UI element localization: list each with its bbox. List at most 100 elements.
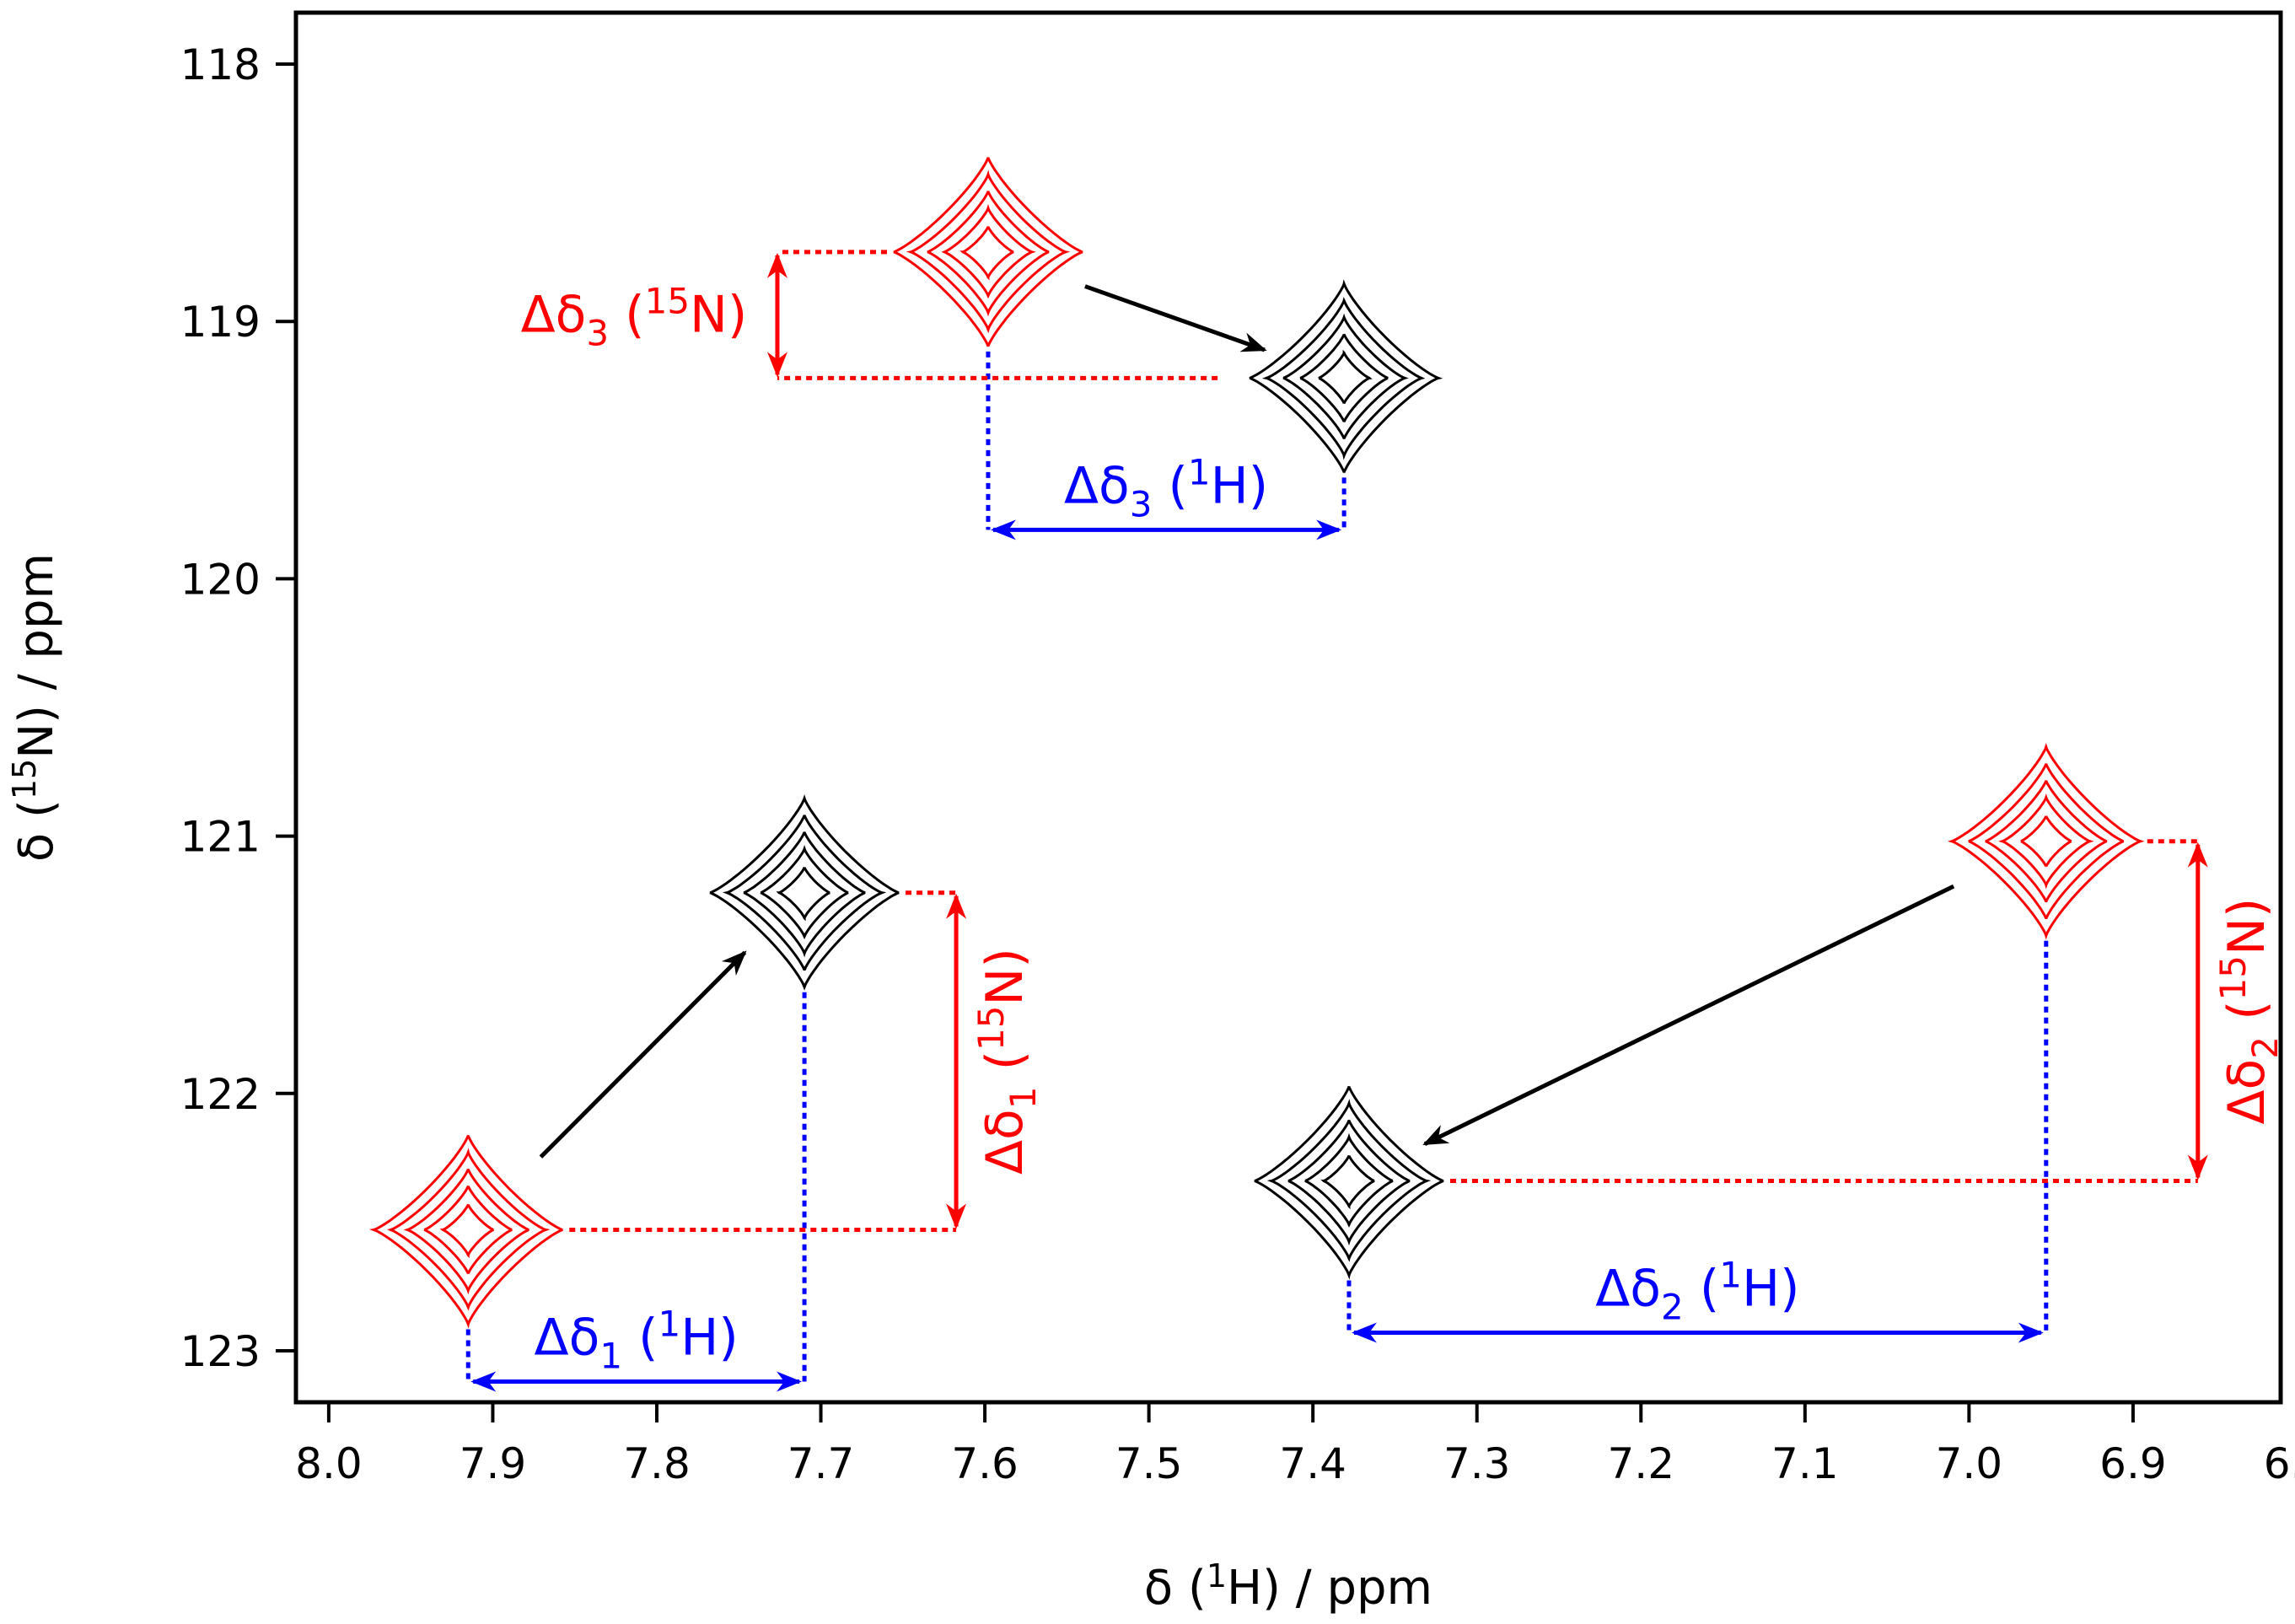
nitrogen-delta-label-2-part: 15 (2212, 955, 2254, 1000)
shifted-peak-1-contour (760, 844, 849, 940)
proton-delta-label-2-part: 2 (1661, 1287, 1684, 1328)
proton-delta-label-1-part: H) (680, 1309, 739, 1368)
proton-delta-label-1-part: Δδ (535, 1309, 600, 1368)
y-tick-label: 118 (180, 40, 261, 89)
shifted-peak-1-contour (743, 831, 866, 958)
nitrogen-delta-label-3: Δδ3 (15N) (521, 281, 748, 354)
proton-delta-label-2: Δδ2 (1H) (1595, 1255, 1799, 1328)
reference-peak-2-contour (2020, 815, 2072, 868)
x-tick-label: 6.9 (2099, 1439, 2167, 1488)
reference-peak-1-contour (403, 1169, 529, 1295)
y-tick-label: 122 (180, 1070, 261, 1119)
x-tick-label: 7.3 (1443, 1439, 1511, 1488)
nitrogen-delta-label-2-part: ( (2217, 1001, 2276, 1036)
nitrogen-delta-label-3-part: 15 (645, 281, 690, 322)
nitrogen-delta-label-1-part: ( (976, 1051, 1035, 1086)
x-tick-label: 7.0 (1936, 1439, 2003, 1488)
shifted-peak-3-contour (1318, 349, 1373, 405)
x-axis-title: δ (1H) / ppm (1144, 1557, 1432, 1616)
shifted-peak-2-contour (1304, 1132, 1394, 1228)
guide-lines (465, 250, 2198, 1382)
proton-delta-label-2-part: Δδ (1595, 1260, 1661, 1319)
x-tick-label: 7.6 (951, 1439, 1019, 1488)
shifted-peak-2 (1254, 1086, 1444, 1280)
proton-delta-label-2-part: ( (1684, 1260, 1719, 1319)
reference-peak-1-contour (369, 1135, 563, 1329)
x-tick-label: 7.4 (1279, 1439, 1346, 1488)
x-tick-label: 8.0 (295, 1439, 363, 1488)
shifted-peak-1-contour (776, 867, 830, 922)
shifted-peak-3-contour (1261, 297, 1426, 460)
nitrogen-delta-label-3-part: N) (690, 286, 747, 345)
nitrogen-delta-label-3-part: ( (609, 286, 644, 345)
plot-frame (293, 10, 2283, 1405)
reference-peak-3-contour (893, 157, 1083, 347)
reference-peak-2-contour (1998, 793, 2094, 890)
nitrogen-delta-label-2-part: Δδ (2217, 1059, 2276, 1125)
reference-peak-3-contour (941, 204, 1036, 299)
y-tick-label: 119 (180, 298, 261, 347)
nitrogen-delta-label-3-part: Δδ (521, 286, 587, 345)
x-tick-label: 7.1 (1771, 1439, 1839, 1488)
shift-arrow-3 (1084, 284, 1267, 352)
shifted-peak-3-contour (1299, 333, 1389, 422)
y-axis: 118 119 120 121 122 123 (180, 40, 296, 1376)
nitrogen-delta-label-2-part: 2 (2244, 1036, 2286, 1059)
x-axis: 8.0 7.9 7.8 7.7 7.6 7.5 7.4 7.3 7.2 7.1 7.0 6.9 6.8 (295, 1402, 2295, 1488)
shift-arrows (470, 252, 2208, 1392)
nitrogen-delta-label-2-part: N) (2217, 898, 2276, 955)
nitrogen-delta-label-1-part: 15 (970, 1006, 1012, 1051)
reference-peak-2-contour (1985, 780, 2108, 903)
y-tick-label: 123 (180, 1327, 261, 1376)
reference-peak-2 (1948, 742, 2145, 940)
nitrogen-delta-label-1: Δδ1 (15N) (970, 948, 1044, 1175)
proton-delta-label-3-part: 1 (1188, 451, 1211, 492)
proton-delta-label-3-part: 3 (1130, 483, 1153, 524)
proton-delta-label-1-part: 1 (599, 1336, 622, 1377)
proton-delta-label-1-part: 1 (658, 1304, 681, 1345)
shifted-peak-3 (1249, 279, 1443, 473)
y-axis-title: δ (15N) / ppm (6, 553, 64, 862)
nitrogen-delta-label-1-part: Δδ (976, 1109, 1035, 1175)
shifted-peak-2-contour (1287, 1120, 1411, 1246)
reference-peak-1-contour (387, 1148, 551, 1311)
shift-arrow-1 (539, 950, 747, 1159)
proton-delta-label-3: Δδ3 (1H) (1064, 451, 1268, 524)
reference-peak-3 (893, 157, 1083, 347)
peak-contours (369, 157, 2145, 1329)
proton-delta-label-1-part: ( (622, 1309, 658, 1368)
reference-peak-1-contour (439, 1203, 494, 1259)
x-tick-label: 7.7 (787, 1439, 855, 1488)
nitrogen-delta-label-2: Δδ2 (15N) (2212, 898, 2286, 1125)
proton-delta-label-2-part: H) (1742, 1260, 1800, 1319)
nitrogen-delta-label-3-part: 3 (586, 313, 609, 354)
proton-delta-label-3-part: Δδ (1064, 456, 1130, 515)
shifted-peak-1 (709, 793, 900, 991)
shifted-peak-2-contour (1266, 1099, 1432, 1262)
x-tick-label: 7.8 (623, 1439, 691, 1488)
shifted-peak-2-contour (1254, 1086, 1444, 1280)
reference-peak-1-contour (423, 1186, 513, 1275)
reference-peak-2-contour (1968, 763, 2125, 919)
shifted-peak-2-contour (1320, 1154, 1375, 1210)
shifted-peak-1-contour (722, 815, 887, 971)
proton-delta-label-3-part: H) (1211, 456, 1269, 515)
x-tick-label: 7.5 (1115, 1439, 1183, 1488)
y-tick-label: 121 (180, 813, 261, 862)
shifted-peak-1-contour (709, 793, 900, 991)
shift-arrow-2 (1422, 884, 1955, 1146)
y-tick-label: 120 (180, 555, 261, 604)
nitrogen-delta-label-1-part: 1 (1002, 1086, 1044, 1109)
shifted-peak-3-contour (1249, 279, 1443, 473)
x-tick-label: 7.9 (460, 1439, 527, 1488)
proton-delta-label-1: Δδ1 (1H) (535, 1304, 739, 1377)
proton-delta-label-2-part: 1 (1719, 1255, 1742, 1296)
plot-area (293, 10, 2283, 1405)
x-tick-label: 6.8 (2264, 1439, 2295, 1488)
shifted-peak-3-contour (1282, 313, 1409, 439)
reference-peak-1 (369, 1135, 563, 1329)
proton-delta-label-3-part: ( (1152, 456, 1187, 515)
reference-peak-3-contour (959, 226, 1014, 281)
x-tick-label: 7.2 (1608, 1439, 1675, 1488)
